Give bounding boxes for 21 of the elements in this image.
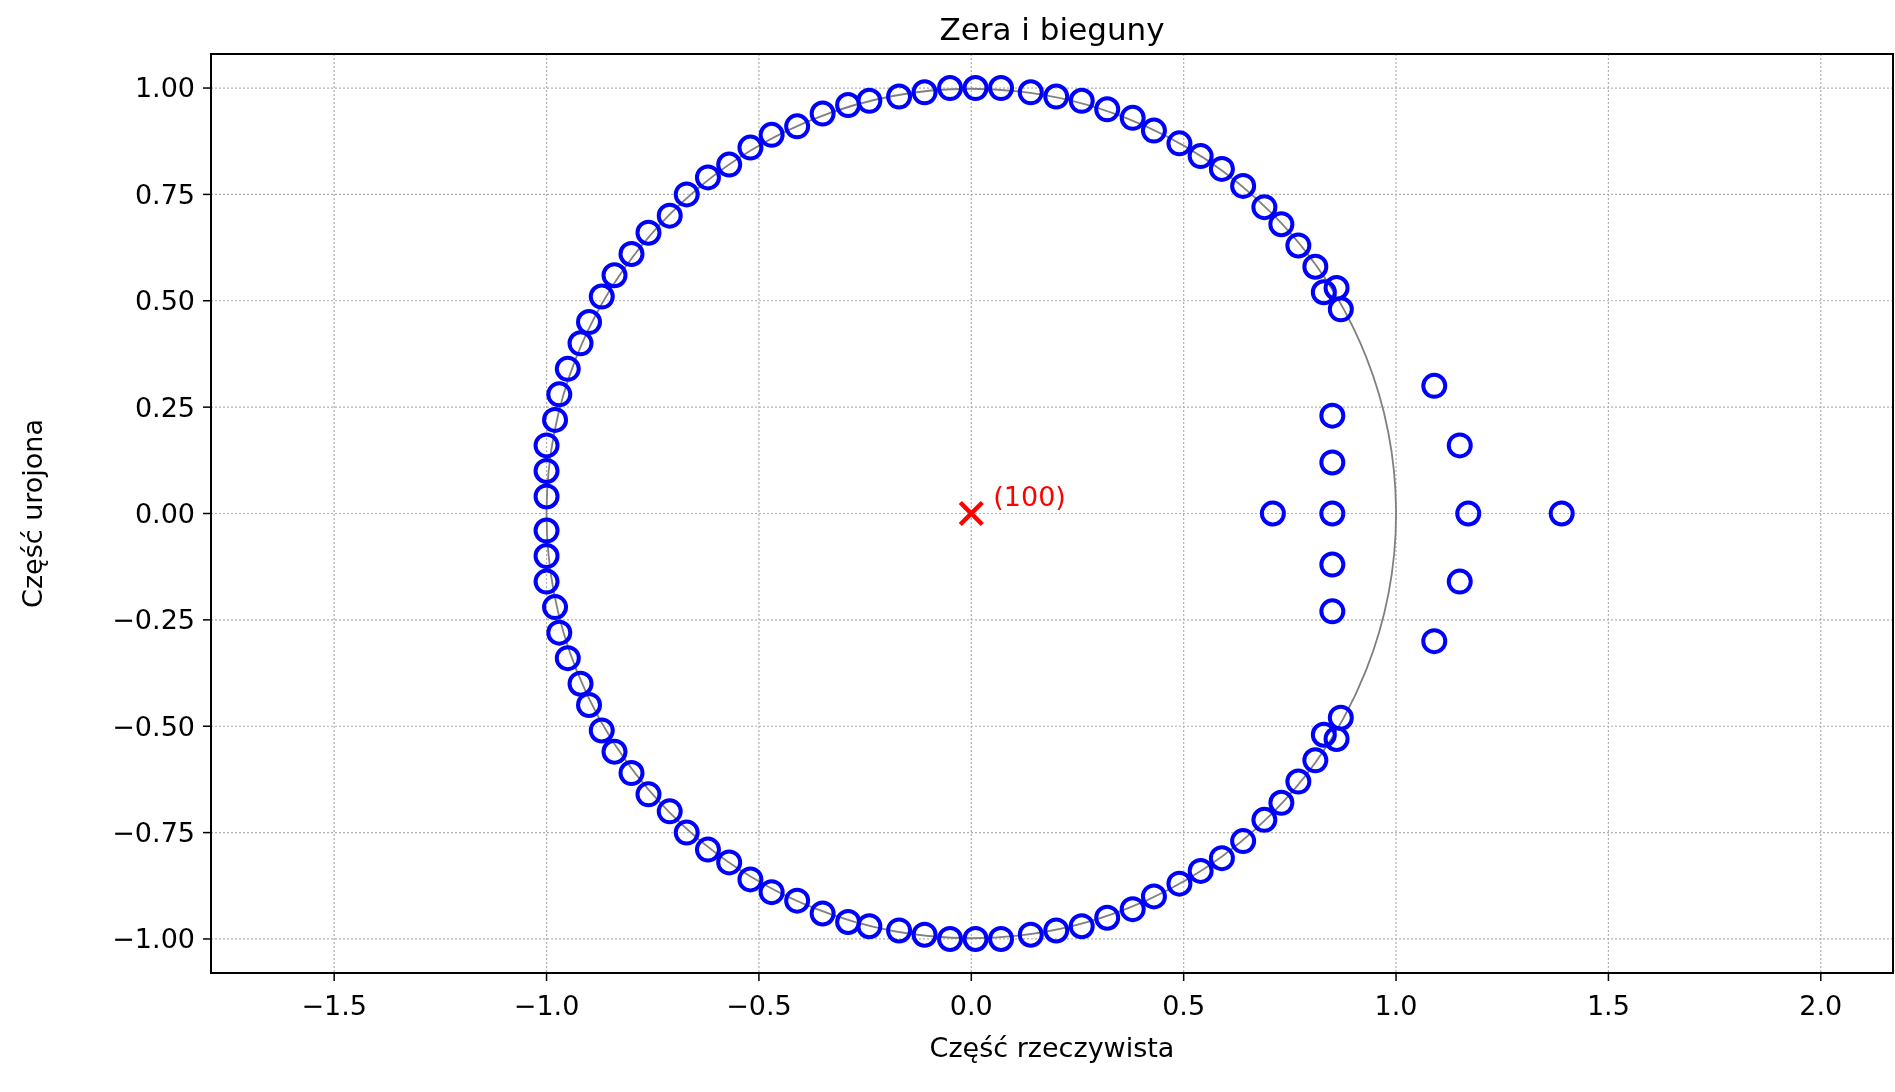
- x-tick-label: 2.0: [1799, 990, 1843, 1021]
- x-tick-label: −1.0: [513, 990, 580, 1021]
- y-tick-label: 0.00: [134, 497, 195, 529]
- x-tick-label: −1.5: [301, 990, 367, 1021]
- y-axis-title: Część urojona: [17, 419, 48, 608]
- y-tick-label: 1.00: [134, 72, 195, 104]
- chart-title: Zera i bieguny: [939, 11, 1165, 47]
- y-tick-label: −1.00: [112, 923, 195, 955]
- x-tick-label: 1.0: [1374, 990, 1418, 1021]
- annotation: (100): [993, 480, 1066, 512]
- x-axis-title: Część rzeczywista: [929, 1032, 1175, 1063]
- y-tick-label: 0.25: [134, 391, 195, 423]
- y-tick-label: −0.75: [112, 817, 195, 849]
- y-tick-label: 0.75: [134, 178, 195, 210]
- x-tick-label: 1.5: [1586, 990, 1630, 1021]
- y-tick-label: 0.50: [134, 285, 195, 317]
- y-tick-label: −0.50: [112, 710, 195, 742]
- x-tick-label: −0.5: [726, 990, 792, 1021]
- y-tick-label: −0.25: [112, 604, 195, 636]
- x-tick-label: 0.0: [949, 990, 993, 1021]
- x-tick-label: 0.5: [1162, 990, 1206, 1021]
